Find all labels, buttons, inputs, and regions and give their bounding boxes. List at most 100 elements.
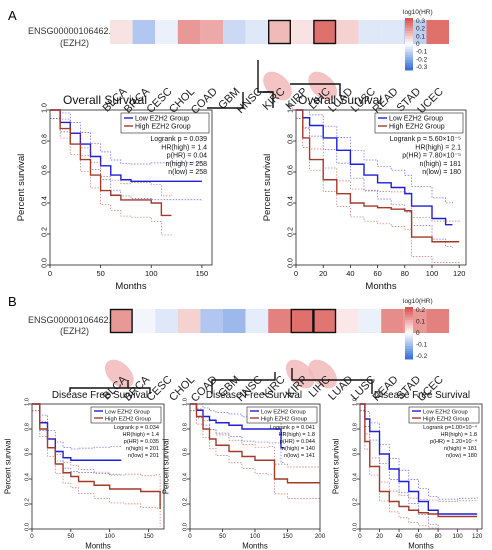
legend-swatch bbox=[405, 31, 413, 35]
legend-swatch bbox=[405, 353, 413, 357]
confidence-band-upper bbox=[32, 403, 161, 492]
plot-frame bbox=[49, 109, 213, 266]
x-tick-label: 150 bbox=[282, 533, 293, 540]
stat-line: p(HR) = 0.035 bbox=[124, 439, 159, 445]
gene-id-a: ENSG00000106462.10 bbox=[28, 26, 121, 36]
y-tick-label: 1.0 bbox=[25, 398, 31, 406]
legend-swatch bbox=[405, 309, 413, 313]
x-tick-label: 120 bbox=[453, 269, 466, 278]
x-tick-label: 100 bbox=[452, 533, 463, 540]
heat-cell bbox=[290, 309, 314, 333]
y-tick-label: 0.8 bbox=[353, 423, 359, 431]
legend-tick: 0.1 bbox=[416, 319, 425, 326]
heat-cell-highlight bbox=[268, 19, 292, 45]
km-plot-b2: Disease Free Survival 0.0 0.2 0.4 0.6 0.8 1.0 0… bbox=[162, 390, 326, 550]
stat-line: n(low) = 180 bbox=[422, 169, 461, 176]
x-tick-label: 100 bbox=[426, 269, 439, 278]
km-plot-b3: Disease Free Survival 0.0 0.2 0.4 0.6 0.8 1.0 0… bbox=[332, 390, 483, 550]
x-tick-label: 20 bbox=[376, 533, 383, 540]
legend-tick: -0.2 bbox=[416, 353, 428, 360]
y-tick-label: 0.8 bbox=[42, 134, 49, 144]
y-tick-label: 0.4 bbox=[183, 472, 189, 481]
y-tick-label: 1.0 bbox=[353, 398, 359, 406]
heat-cell bbox=[155, 309, 178, 333]
legend-swatch bbox=[405, 330, 413, 334]
legend-swatch bbox=[405, 54, 413, 58]
heat-cell bbox=[426, 309, 449, 333]
confidence-band-lower bbox=[190, 410, 321, 500]
heat-cell bbox=[245, 309, 269, 333]
heat-cell bbox=[110, 309, 133, 333]
confidence-band-upper bbox=[190, 403, 321, 468]
confidence-band-lower bbox=[32, 410, 161, 527]
heat-cell bbox=[381, 309, 404, 333]
legend-box bbox=[408, 406, 480, 424]
heat-cell bbox=[177, 309, 201, 333]
legend-swatch bbox=[405, 343, 413, 347]
legend-swatch bbox=[405, 322, 413, 326]
stat-line: p(HR) = 0.04 bbox=[167, 153, 207, 160]
legend-tick: 0 bbox=[416, 41, 420, 48]
stat-line: n(low) = 180 bbox=[446, 453, 477, 459]
y-tick-label: 0.0 bbox=[288, 258, 295, 268]
stat-line: n(low) = 201 bbox=[128, 453, 159, 459]
confidence-band-lower bbox=[296, 118, 453, 248]
legend-swatch bbox=[405, 64, 413, 68]
stat-line: p(HR) = 0.044 bbox=[280, 439, 315, 445]
stat-line: n(high) = 140 bbox=[282, 446, 315, 452]
legend-label: Low EZH2 Group bbox=[105, 410, 150, 416]
legend-swatch bbox=[405, 346, 413, 350]
legend-tick: -0.3 bbox=[416, 64, 428, 71]
stat-line: n(high) = 181 bbox=[420, 161, 462, 168]
legend-title: log10(HR) bbox=[403, 298, 433, 305]
legend-swatch bbox=[405, 307, 413, 311]
heat-cell bbox=[155, 20, 178, 44]
legend-swatch bbox=[405, 312, 413, 316]
x-tick-label: 60 bbox=[373, 269, 381, 278]
y-tick-label: 0.2 bbox=[25, 498, 31, 506]
connector-line bbox=[290, 83, 341, 96]
legend-label: High EZH2 Group bbox=[389, 124, 445, 131]
stat-line: n(low) = 141 bbox=[284, 453, 315, 459]
heat-cell-highlight bbox=[109, 308, 133, 334]
confidence-band-upper bbox=[32, 403, 122, 450]
y-tick-label: 0.8 bbox=[25, 423, 31, 431]
stat-line: p(HR) = 1.20×10⁻⁴ bbox=[430, 438, 478, 445]
x-axis-label: Months bbox=[242, 542, 268, 550]
cancer-label: HNSC bbox=[234, 86, 265, 117]
x-tick-label: 0 bbox=[48, 269, 52, 278]
legend-tick: 0.2 bbox=[416, 26, 425, 33]
stat-line: HR(high) = 2.1 bbox=[415, 144, 461, 151]
stat-line: Logrank p = 0.034 bbox=[114, 425, 159, 431]
legend-swatch bbox=[405, 327, 413, 331]
legend-label: High EZH2 Group bbox=[105, 417, 151, 423]
stat-line: HR(high) = 1.4 bbox=[161, 144, 207, 151]
x-tick-label: 150 bbox=[196, 269, 209, 278]
heat-cell bbox=[336, 309, 359, 333]
heatmap-b bbox=[109, 308, 449, 334]
legend-swatch bbox=[405, 314, 413, 318]
survival-line-low bbox=[360, 403, 478, 515]
x-tick-label: 100 bbox=[145, 269, 158, 278]
connector-line bbox=[207, 92, 244, 109]
legend-tick: 0.3 bbox=[416, 18, 425, 25]
heat-cell bbox=[313, 20, 336, 44]
y-tick-label: 0.0 bbox=[183, 523, 189, 531]
heat-cell bbox=[132, 20, 156, 44]
y-tick-label: 0.2 bbox=[353, 498, 359, 506]
y-axis-label: Percent survival bbox=[332, 439, 341, 495]
legend-swatch bbox=[405, 28, 413, 32]
x-tick-label: 0 bbox=[358, 533, 362, 540]
y-tick-label: 0.0 bbox=[42, 258, 49, 268]
y-tick-label: 0.4 bbox=[288, 196, 295, 206]
plot-frame bbox=[295, 109, 467, 266]
legend-title: log10(HR) bbox=[403, 9, 433, 16]
legend-swatch bbox=[405, 38, 413, 42]
heat-cell bbox=[200, 309, 223, 333]
x-tick-label: 0 bbox=[30, 533, 34, 540]
connectors-a bbox=[207, 60, 341, 109]
legend-swatch bbox=[405, 317, 413, 321]
y-axis-label: Percent survival bbox=[162, 439, 171, 495]
cancer-highlight bbox=[308, 71, 338, 101]
x-tick-label: 0 bbox=[188, 533, 192, 540]
